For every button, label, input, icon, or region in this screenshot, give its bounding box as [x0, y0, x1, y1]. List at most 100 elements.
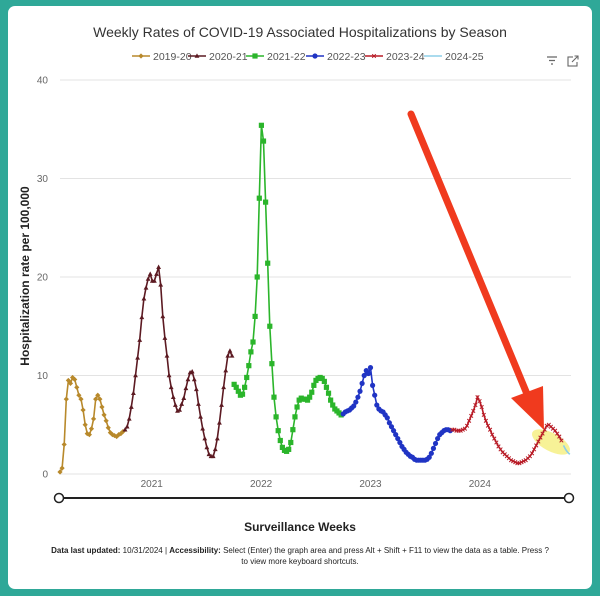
data-point[interactable]: [487, 427, 493, 432]
data-point[interactable]: [494, 440, 499, 445]
data-point[interactable]: [97, 396, 103, 402]
slider-handle-right[interactable]: [563, 492, 575, 504]
data-point[interactable]: [395, 435, 401, 442]
data-point[interactable]: [357, 388, 363, 394]
data-point[interactable]: [244, 374, 250, 381]
data-point[interactable]: [275, 428, 281, 434]
data-point[interactable]: [72, 376, 78, 383]
data-point[interactable]: [210, 453, 216, 459]
data-point[interactable]: [90, 416, 97, 422]
data-point[interactable]: [156, 264, 162, 269]
data-point[interactable]: [233, 384, 239, 390]
data-point[interactable]: [294, 404, 300, 410]
data-point[interactable]: [250, 339, 256, 345]
data-point[interactable]: [103, 418, 109, 424]
data-point[interactable]: [492, 436, 497, 441]
data-point[interactable]: [235, 388, 241, 394]
data-point[interactable]: [290, 427, 296, 433]
data-point[interactable]: [80, 407, 86, 413]
data-point[interactable]: [223, 367, 229, 373]
data-point[interactable]: [239, 391, 246, 397]
data-point[interactable]: [536, 439, 541, 444]
chart-svg[interactable]: Weekly Rates of COVID-19 Associated Hosp…: [8, 6, 592, 589]
data-point[interactable]: [323, 384, 330, 390]
data-point[interactable]: [78, 396, 84, 402]
data-point[interactable]: [292, 414, 298, 420]
data-point[interactable]: [534, 443, 539, 448]
data-point[interactable]: [118, 431, 124, 437]
data-point[interactable]: [95, 392, 101, 398]
data-point[interactable]: [252, 53, 258, 59]
data-point[interactable]: [57, 469, 63, 475]
data-point[interactable]: [462, 426, 468, 431]
data-point[interactable]: [262, 199, 269, 205]
data-point[interactable]: [483, 418, 489, 423]
data-point[interactable]: [124, 424, 130, 429]
data-point[interactable]: [254, 274, 260, 280]
data-point[interactable]: [328, 397, 334, 403]
data-point[interactable]: [367, 365, 374, 371]
data-point[interactable]: [212, 446, 218, 452]
data-point[interactable]: [138, 53, 144, 59]
data-point[interactable]: [191, 376, 197, 382]
data-point[interactable]: [393, 432, 399, 438]
data-point[interactable]: [432, 440, 439, 447]
data-point[interactable]: [82, 422, 88, 428]
data-point[interactable]: [196, 401, 201, 406]
data-point[interactable]: [374, 402, 380, 408]
data-point[interactable]: [477, 398, 482, 404]
data-point[interactable]: [111, 432, 118, 439]
data-point[interactable]: [277, 437, 283, 444]
data-point[interactable]: [471, 408, 476, 414]
data-point[interactable]: [217, 420, 222, 425]
data-point[interactable]: [311, 382, 317, 388]
data-point[interactable]: [365, 370, 371, 377]
data-point[interactable]: [137, 337, 143, 342]
data-point[interactable]: [531, 447, 537, 452]
data-point[interactable]: [555, 431, 560, 436]
data-point[interactable]: [139, 314, 145, 320]
data-point[interactable]: [246, 363, 252, 369]
data-point[interactable]: [88, 426, 95, 432]
data-point[interactable]: [67, 380, 74, 386]
data-point[interactable]: [183, 385, 189, 391]
data-point[interactable]: [170, 394, 176, 399]
data-point[interactable]: [258, 122, 265, 128]
data-point[interactable]: [557, 434, 562, 439]
data-point[interactable]: [481, 412, 486, 418]
data-point[interactable]: [390, 428, 397, 434]
data-point[interactable]: [69, 374, 76, 381]
data-point[interactable]: [330, 402, 336, 408]
data-point[interactable]: [99, 404, 105, 410]
data-point[interactable]: [194, 53, 200, 58]
data-point[interactable]: [126, 416, 132, 421]
data-point[interactable]: [152, 278, 157, 283]
data-point[interactable]: [202, 435, 208, 441]
data-point[interactable]: [135, 355, 141, 360]
data-point[interactable]: [164, 353, 170, 358]
expand-icon[interactable]: [567, 55, 580, 67]
data-point[interactable]: [386, 420, 392, 426]
data-point[interactable]: [397, 439, 403, 446]
data-point[interactable]: [304, 397, 311, 403]
data-point[interactable]: [475, 395, 480, 400]
data-point[interactable]: [221, 384, 227, 390]
data-point[interactable]: [529, 451, 535, 456]
data-point[interactable]: [145, 276, 151, 281]
data-point[interactable]: [498, 447, 503, 452]
data-point[interactable]: [93, 396, 99, 402]
data-point[interactable]: [229, 353, 235, 358]
data-point[interactable]: [61, 441, 67, 448]
data-point[interactable]: [371, 53, 377, 59]
data-point[interactable]: [225, 353, 231, 358]
data-point[interactable]: [214, 435, 220, 441]
data-point[interactable]: [361, 372, 367, 379]
data-point[interactable]: [538, 435, 543, 440]
data-point[interactable]: [286, 446, 292, 452]
data-point[interactable]: [466, 418, 472, 423]
data-point[interactable]: [369, 382, 376, 388]
slider-handle-left[interactable]: [53, 492, 65, 504]
data-point[interactable]: [116, 432, 122, 438]
data-point[interactable]: [260, 138, 267, 144]
data-point[interactable]: [269, 361, 275, 367]
